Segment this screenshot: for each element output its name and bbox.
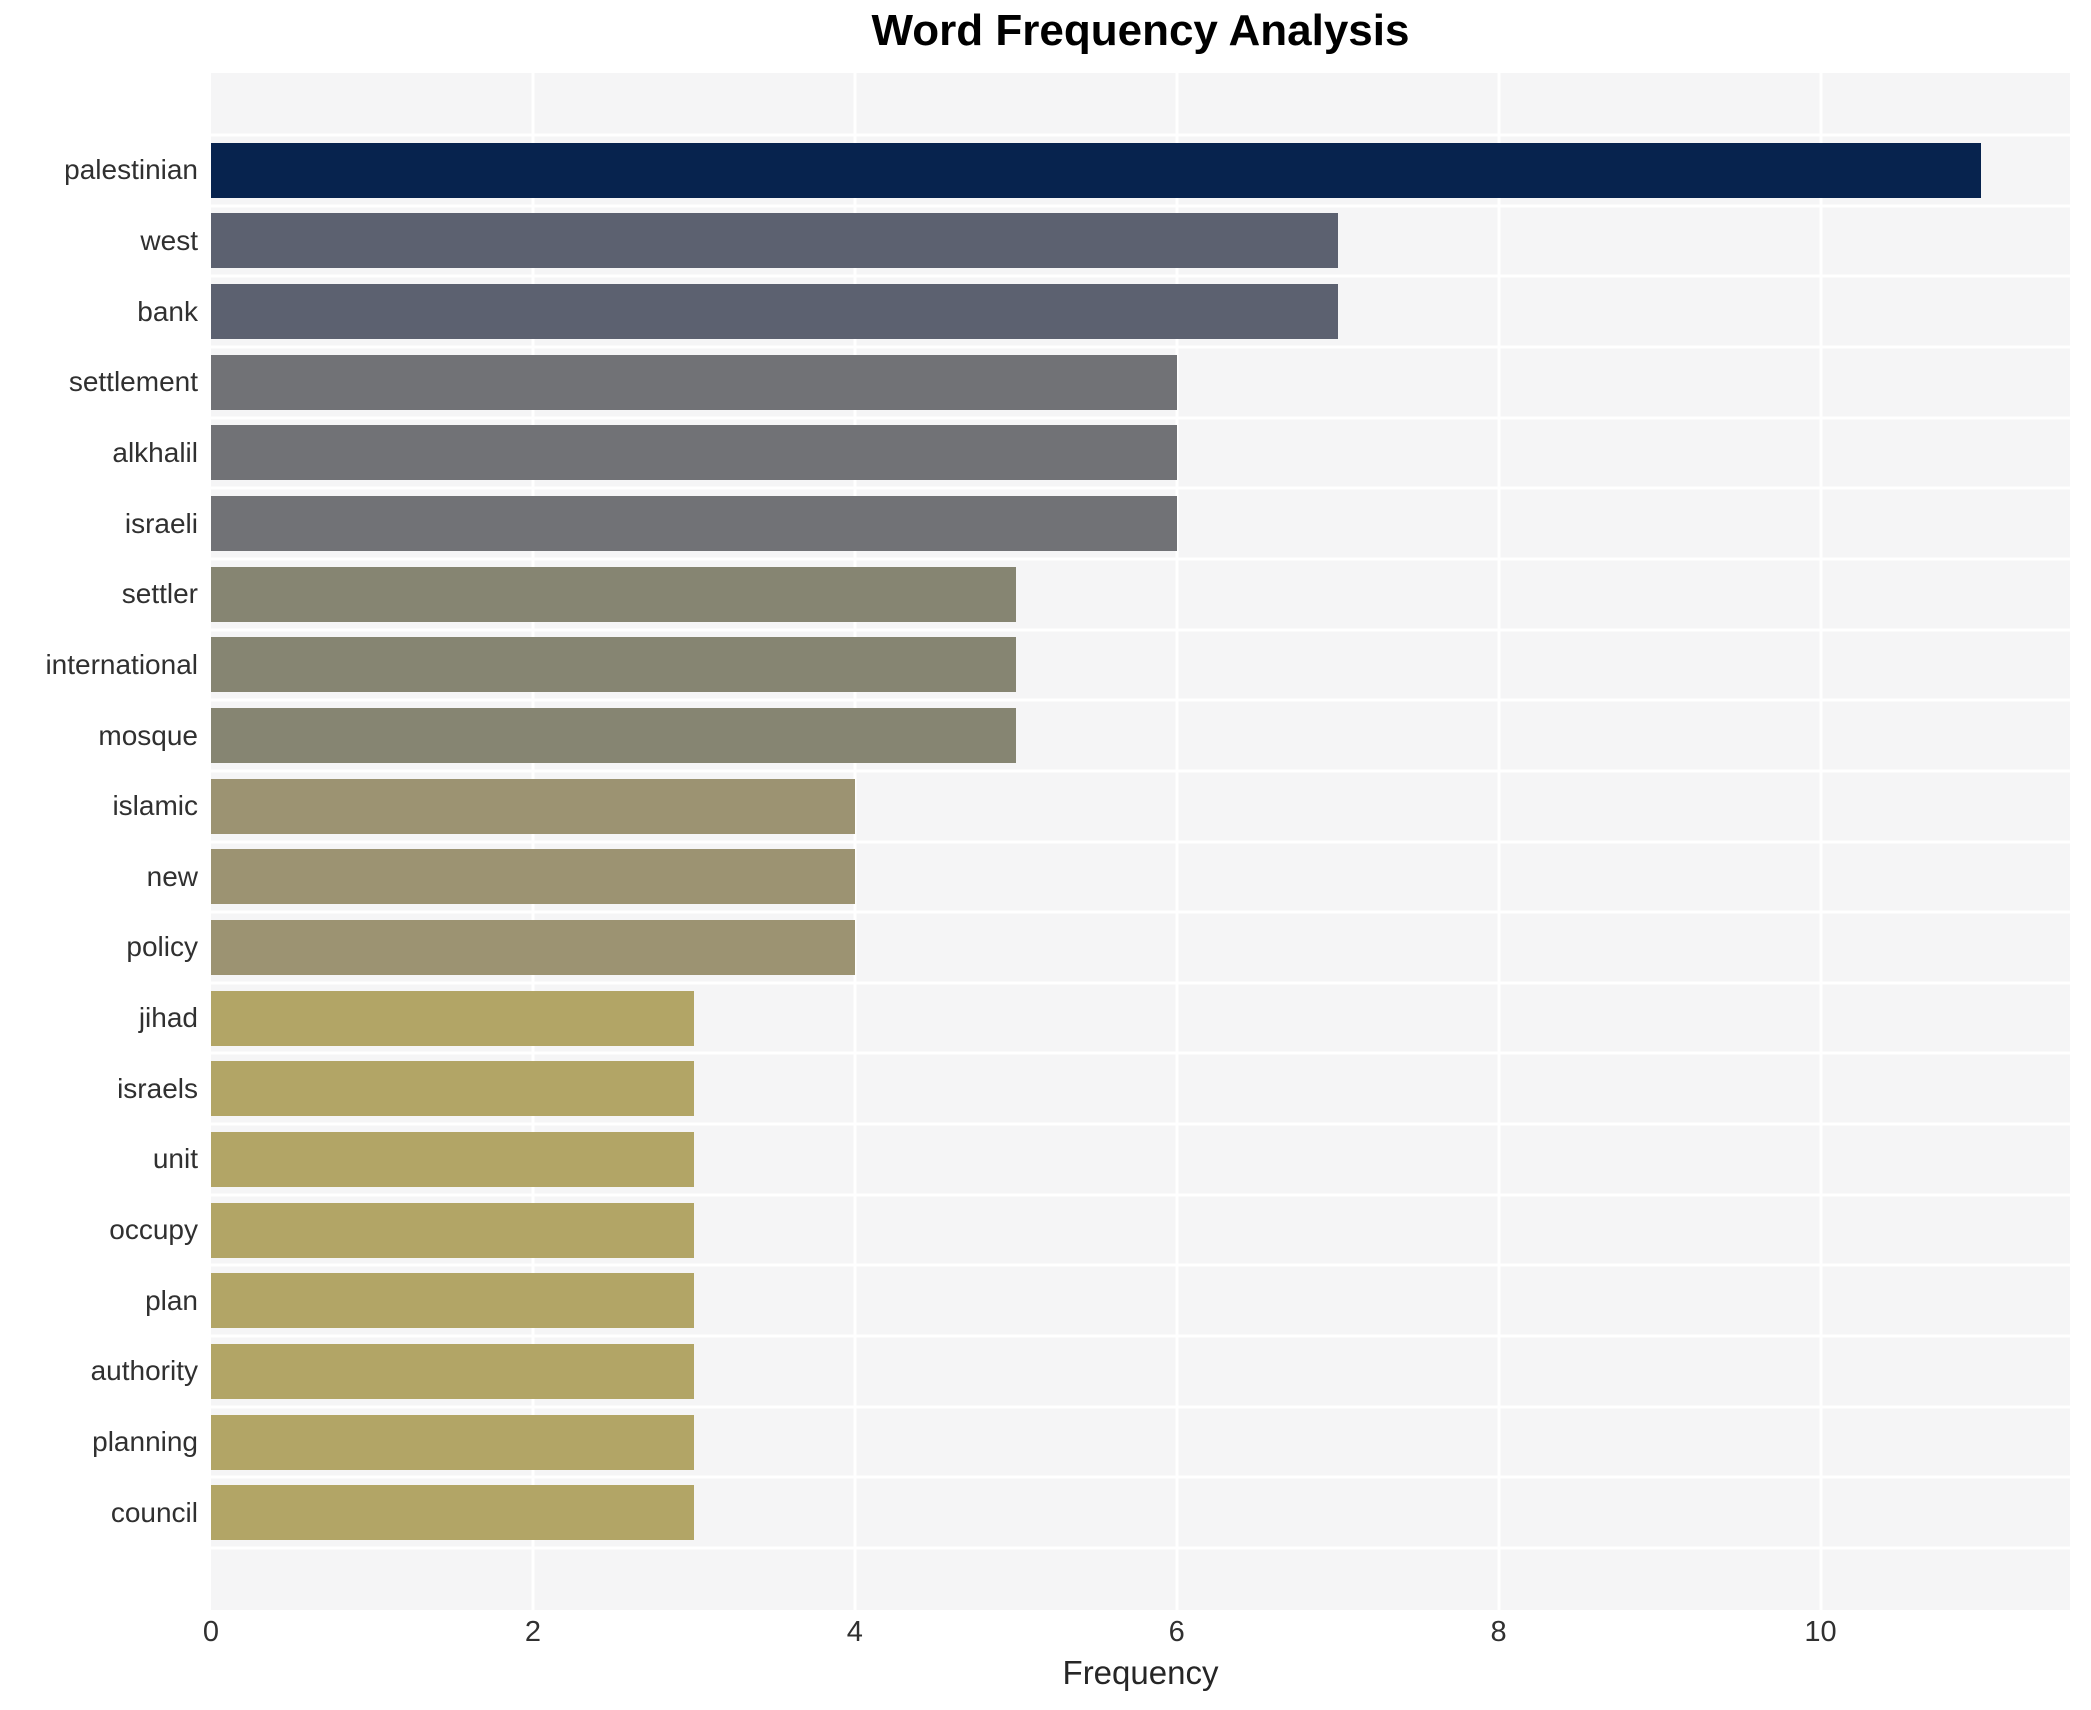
bar-mosque [211, 708, 1016, 764]
bar-alkhalil [211, 425, 1177, 481]
horizontal-gridline [211, 1475, 2070, 1479]
horizontal-gridline [211, 769, 2070, 773]
y-tick-label-settler: settler [121, 578, 198, 610]
y-tick-label-unit: unit [152, 1143, 198, 1175]
horizontal-gridline [211, 840, 2070, 843]
horizontal-gridline [211, 981, 2070, 985]
horizontal-gridline [211, 133, 2070, 137]
horizontal-gridline [211, 1051, 2070, 1055]
horizontal-gridline [211, 204, 2070, 208]
horizontal-gridline [211, 910, 2070, 914]
bar-israeli [211, 496, 1177, 552]
y-tick-label-jihad: jihad [138, 1002, 198, 1034]
x-tick-label-10: 10 [1804, 1616, 1837, 1648]
y-tick-label-islamic: islamic [112, 790, 198, 822]
y-tick-label-bank: bank [137, 295, 198, 327]
horizontal-gridline [211, 486, 2070, 490]
y-tick-label-israeli: israeli [124, 507, 198, 539]
bar-west [211, 213, 1338, 269]
y-tick-label-planning: planning [92, 1426, 198, 1457]
y-tick-label-west: west [140, 224, 198, 256]
bar-authority [211, 1343, 694, 1399]
x-tick-label-6: 6 [1168, 1616, 1185, 1648]
horizontal-gridline [211, 416, 2070, 420]
horizontal-gridline [211, 345, 2070, 349]
x-tick-label-4: 4 [846, 1616, 863, 1648]
bar-council [211, 1485, 694, 1541]
horizontal-gridline [211, 698, 2070, 702]
y-tick-label-palestinian: palestinian [64, 154, 198, 186]
horizontal-gridline [211, 1193, 2070, 1197]
bar-settlement [211, 354, 1177, 410]
x-tick-label-2: 2 [524, 1616, 541, 1648]
x-tick-label-8: 8 [1490, 1616, 1507, 1648]
bar-palestinian [211, 142, 1982, 198]
y-tick-label-authority: authority [90, 1355, 198, 1387]
bar-international [211, 637, 1016, 693]
y-tick-label-new: new [146, 860, 198, 892]
horizontal-gridline [211, 1546, 2070, 1550]
horizontal-gridline [211, 1263, 2070, 1267]
plot-area [211, 73, 2070, 1610]
y-tick-label-mosque: mosque [98, 719, 198, 751]
y-tick-label-council: council [110, 1496, 198, 1528]
bar-new [211, 849, 855, 905]
horizontal-gridline [211, 1405, 2070, 1409]
y-tick-label-alkhalil: alkhalil [112, 436, 198, 468]
bar-plan [211, 1273, 694, 1329]
bar-settler [211, 566, 1016, 622]
y-tick-label-plan: plan [145, 1284, 198, 1316]
y-tick-label-settlement: settlement [68, 366, 198, 398]
y-tick-label-occupy: occupy [109, 1214, 198, 1246]
bar-islamic [211, 778, 855, 834]
x-axis-label: Frequency [1062, 1654, 1219, 1691]
bar-jihad [211, 990, 694, 1046]
bar-policy [211, 919, 855, 975]
chart-title: Word Frequency Analysis [871, 6, 1410, 55]
bar-unit [211, 1131, 694, 1187]
y-tick-label-international: international [45, 648, 198, 680]
horizontal-gridline [211, 274, 2070, 278]
bar-israels [211, 1061, 694, 1117]
y-tick-label-israels: israels [117, 1072, 198, 1104]
horizontal-gridline [211, 557, 2070, 561]
y-tick-label-policy: policy [126, 931, 198, 963]
x-tick-label-0: 0 [202, 1616, 220, 1648]
horizontal-gridline [211, 1334, 2070, 1338]
bar-bank [211, 284, 1338, 340]
horizontal-gridline [211, 628, 2070, 632]
bar-occupy [211, 1202, 694, 1258]
horizontal-gridline [211, 1122, 2070, 1126]
bar-planning [211, 1414, 694, 1470]
